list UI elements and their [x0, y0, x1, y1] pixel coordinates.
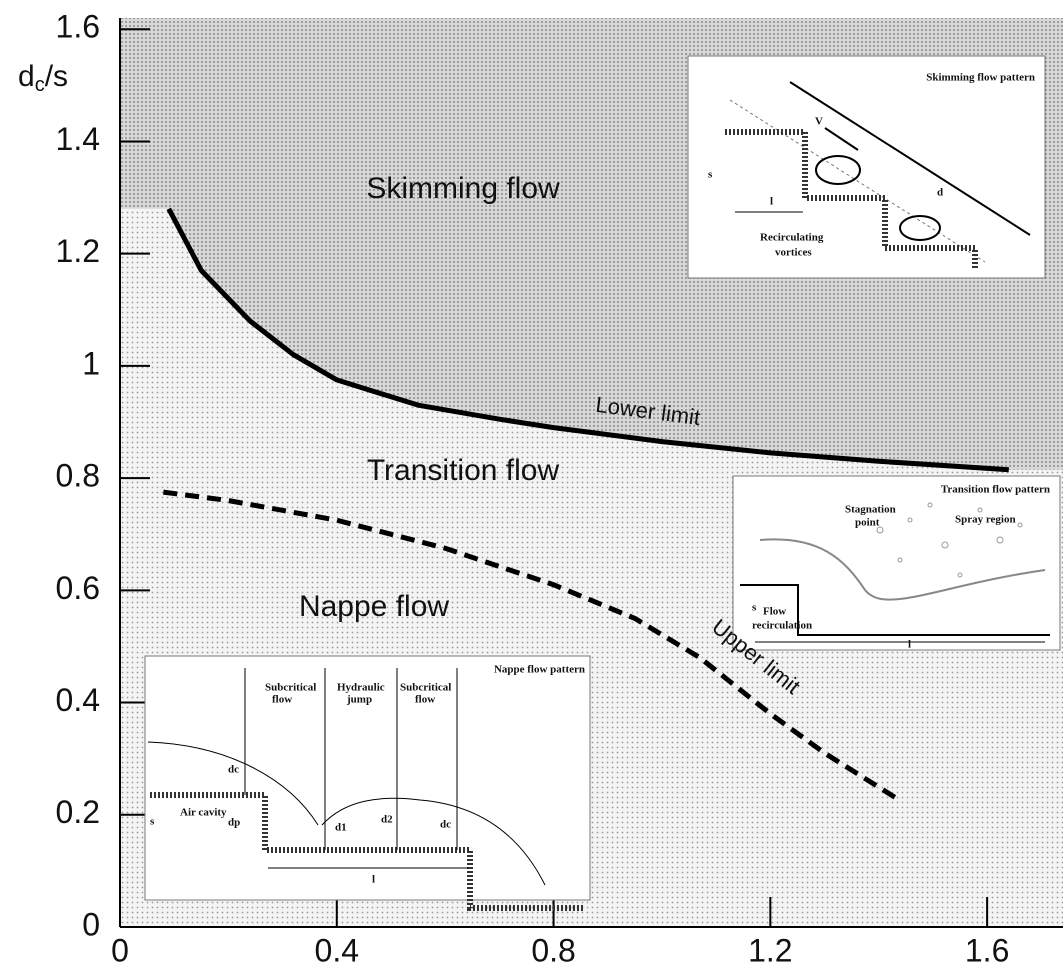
inset-label: jump — [346, 694, 372, 706]
y-tick-label: 0.8 — [56, 458, 100, 494]
inset-label: Stagnation — [845, 504, 896, 516]
inset-label: Spray region — [955, 514, 1016, 526]
inset-label: dc — [440, 819, 451, 831]
inset-label: Hydraulic — [337, 682, 385, 694]
skimming-inset: Skimming flow pattern V d s l Recirculat… — [687, 55, 1046, 279]
inset-label: point — [855, 517, 880, 529]
y-tick-label: 0.6 — [56, 570, 100, 606]
x-tick-label: 0.8 — [531, 932, 575, 968]
y-axis-label: dc/s — [18, 60, 68, 96]
inset-label: flow — [272, 694, 292, 706]
inset-label: dp — [228, 817, 240, 829]
region-label: Skimming flow — [366, 172, 560, 205]
inset-label: Recirculating — [760, 232, 824, 244]
y-tick-label: 1 — [82, 345, 100, 381]
axes: 0 0.2 0.4 0.6 0.8 1 1.2 1.4 1.6 0 0.4 0.8 1.2 1.6 — [56, 9, 1063, 968]
y-label-part: c — [35, 74, 45, 96]
y-tick-label: 0 — [82, 906, 100, 942]
y-tick-label: 1.4 — [56, 121, 100, 157]
inset-label: l — [770, 196, 773, 208]
y-tick-label: 0.2 — [56, 794, 100, 830]
inset-title: Transition flow pattern — [941, 484, 1050, 496]
x-tick-label: 0 — [111, 932, 129, 968]
inset-label: s — [150, 816, 155, 828]
region-label: Nappe flow — [299, 590, 449, 623]
inset-label: dc — [228, 764, 239, 776]
inset-label: d1 — [335, 822, 347, 834]
x-tick-label: 1.2 — [748, 932, 792, 968]
x-tick-label: 1.6 — [965, 932, 1009, 968]
inset-label: Flow — [763, 606, 786, 618]
region-label: Transition flow — [367, 454, 560, 487]
inset-label: Subcritical — [265, 682, 316, 694]
inset-label: d — [937, 187, 943, 199]
y-label-part: d — [18, 60, 35, 93]
y-tick-label: 1.2 — [56, 233, 100, 269]
y-tick-label: 1.6 — [56, 9, 100, 45]
inset-label: s — [708, 169, 713, 181]
inset-label: d2 — [381, 814, 393, 826]
inset-label: recirculation — [752, 620, 812, 632]
inset-title: Nappe flow pattern — [494, 664, 585, 676]
transition-inset: Transition flow pattern Stagnation point… — [732, 475, 1061, 651]
inset-label: V — [815, 116, 823, 128]
inset-label: l — [372, 874, 375, 886]
inset-label: l — [908, 639, 911, 651]
inset-label: Air cavity — [180, 807, 227, 819]
limit-line — [163, 489, 902, 803]
inset-label: Subcritical — [400, 682, 451, 694]
y-label-part: /s — [45, 60, 68, 93]
nappe-inset: Nappe flow pattern Subcritical flow Hydr… — [144, 655, 591, 911]
y-tick-label: 0.4 — [56, 682, 100, 718]
inset-title: Skimming flow pattern — [926, 72, 1035, 84]
inset-label: flow — [415, 694, 435, 706]
inset-label: s — [752, 602, 757, 614]
x-tick-label: 0.4 — [315, 932, 359, 968]
limit-line — [166, 207, 1009, 473]
inset-label: vortices — [775, 247, 812, 259]
